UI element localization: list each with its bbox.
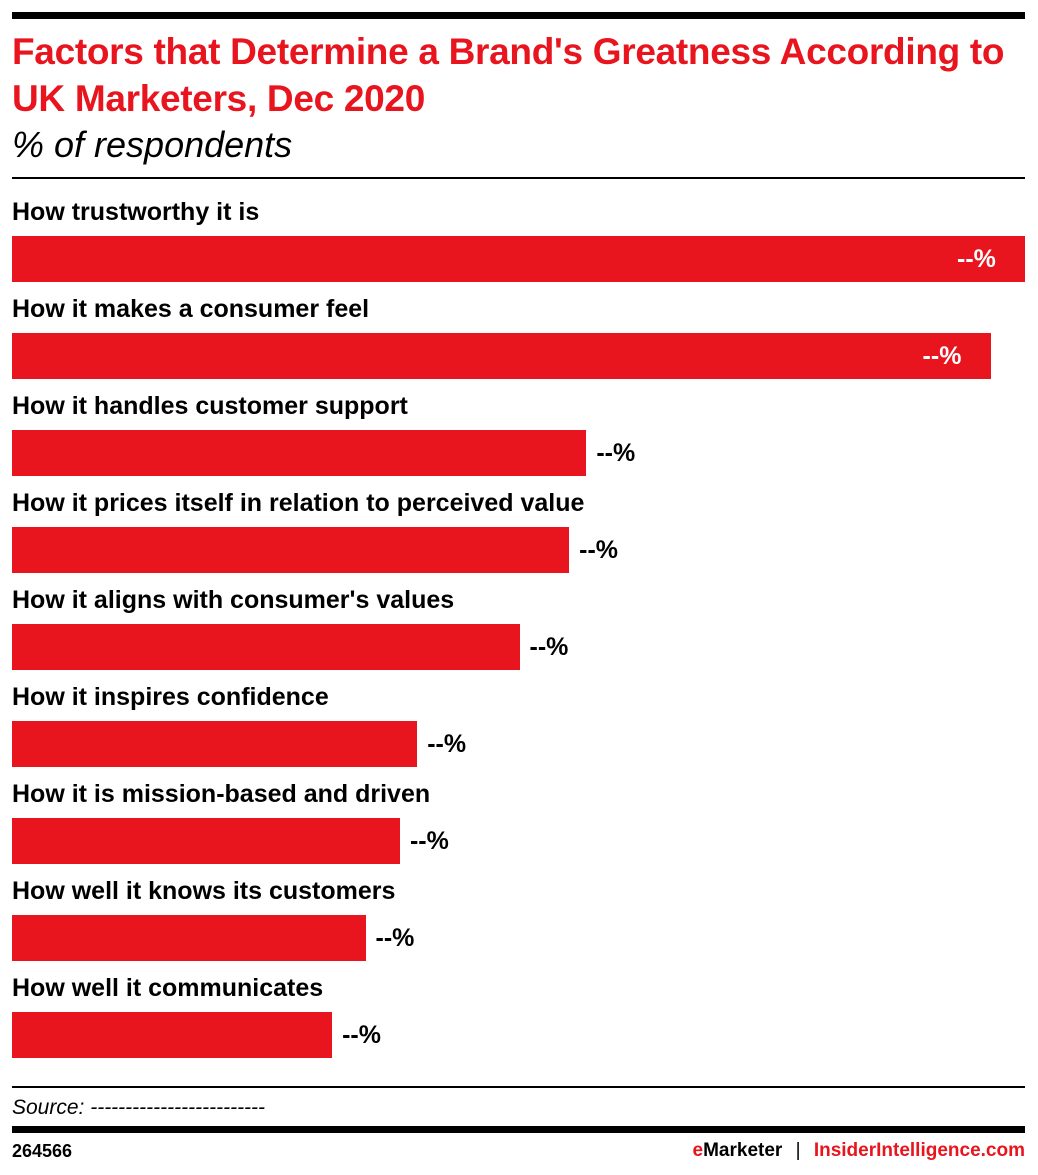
category-label: How it prices itself in relation to perc… xyxy=(12,489,585,517)
bar xyxy=(12,624,520,670)
brand-emarketer-e: e xyxy=(692,1140,704,1161)
brand-emarketer: Marketer xyxy=(703,1140,783,1161)
data-label: --% xyxy=(957,245,996,273)
category-label: How it makes a consumer feel xyxy=(12,295,370,323)
bar xyxy=(12,333,991,379)
data-label: --% xyxy=(596,439,636,467)
data-label: --% xyxy=(579,536,619,564)
category-label: How it aligns with consumer's values xyxy=(12,586,455,614)
category-label: How it handles customer support xyxy=(12,392,408,420)
category-label: How well it communicates xyxy=(12,974,324,1002)
source-note: Source: ------------------------- xyxy=(12,1096,266,1119)
brand-insider-intelligence: InsiderIntelligence.com xyxy=(813,1140,1025,1161)
data-label: --% xyxy=(342,1021,381,1049)
bar xyxy=(12,915,366,961)
chart-subtitle: % of respondents xyxy=(12,124,293,165)
data-label: --% xyxy=(529,633,569,661)
brand-footer: eMarketer | InsiderIntelligence.com xyxy=(693,1140,1025,1162)
bar xyxy=(12,430,587,476)
bar xyxy=(12,818,400,864)
footer-divider xyxy=(12,1086,1025,1088)
bar xyxy=(12,236,1025,282)
data-label: --% xyxy=(922,342,962,370)
data-label: --% xyxy=(427,730,467,758)
bar xyxy=(12,721,418,767)
category-label: How trustworthy it is xyxy=(12,198,260,226)
chart-title: Factors that Determine a Brand's Greatne… xyxy=(12,31,1005,119)
chart-id: 264566 xyxy=(12,1141,73,1161)
category-label: How it is mission-based and driven xyxy=(12,780,431,808)
header-divider xyxy=(12,177,1025,179)
top-rule xyxy=(12,12,1025,19)
bar xyxy=(12,1012,333,1058)
bar xyxy=(12,527,570,573)
bar-chart: How trustworthy it is --% How it makes a c… xyxy=(0,190,1038,1070)
data-label: --% xyxy=(375,924,415,952)
category-label: How well it knows its customers xyxy=(12,877,396,905)
brand-separator: | xyxy=(795,1140,801,1161)
data-label: --% xyxy=(409,827,449,855)
bottom-rule xyxy=(12,1126,1025,1133)
category-label: How it inspires confidence xyxy=(12,683,329,711)
